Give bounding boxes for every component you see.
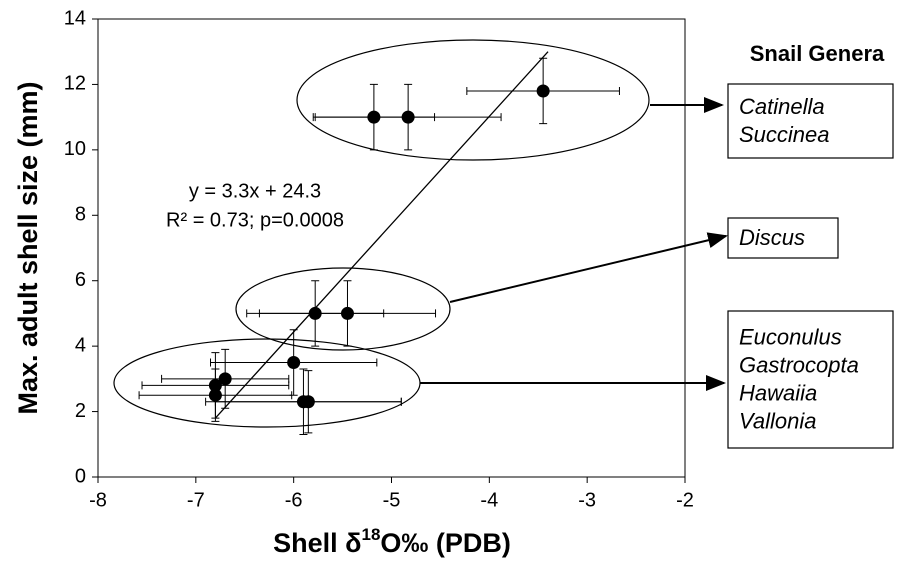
y-tick-label: 6 bbox=[75, 269, 86, 291]
point bbox=[287, 356, 301, 369]
y-tick-label: 2 bbox=[75, 400, 86, 422]
legend-title: Snail Genera bbox=[750, 41, 885, 66]
x-tick-label: -6 bbox=[285, 489, 303, 511]
trendline bbox=[214, 51, 549, 419]
y-tick-label: 4 bbox=[75, 334, 86, 356]
point bbox=[301, 395, 315, 409]
x-label-sup: 18 bbox=[361, 525, 380, 544]
x-tick-label: -4 bbox=[480, 489, 498, 511]
point bbox=[218, 372, 232, 386]
y-tick-label: 14 bbox=[64, 7, 86, 29]
x-tick-label: -5 bbox=[383, 489, 401, 511]
x-tick-label: -3 bbox=[578, 489, 596, 511]
annotations bbox=[113, 39, 894, 449]
x-axis-label: Shell δ18O‰ (PDB) bbox=[273, 525, 511, 558]
arrow bbox=[449, 232, 728, 303]
point bbox=[401, 110, 415, 124]
group-ellipse bbox=[296, 39, 650, 161]
equation: y = 3.3x + 24.3 bbox=[189, 180, 321, 202]
x-label-part: O‰ (PDB) bbox=[380, 528, 511, 558]
genus-label: Hawaiia bbox=[739, 380, 817, 405]
x-tick-label: -7 bbox=[187, 489, 205, 511]
x-tick-label: -2 bbox=[676, 489, 694, 511]
y-tick-label: 8 bbox=[75, 204, 86, 226]
group-box bbox=[727, 310, 894, 449]
point bbox=[340, 306, 354, 320]
x-tick-label: -8 bbox=[89, 489, 107, 511]
genus-label: Catinella bbox=[739, 94, 825, 119]
group-box bbox=[727, 83, 894, 159]
genus-label: Succinea bbox=[739, 122, 830, 147]
genus-label: Vallonia bbox=[739, 408, 816, 433]
group-ellipse bbox=[235, 267, 451, 351]
genus-label: Discus bbox=[739, 225, 805, 250]
point bbox=[536, 84, 550, 98]
y-axis-label: Max. adult shell size (mm) bbox=[13, 81, 43, 414]
y-tick-label: 10 bbox=[64, 138, 86, 160]
group-box bbox=[727, 217, 839, 259]
group-ellipse bbox=[113, 338, 421, 428]
point bbox=[208, 388, 222, 402]
genus-label: Euconulus bbox=[739, 324, 842, 349]
y-tick-label: 0 bbox=[75, 465, 86, 487]
genus-label: Gastrocopta bbox=[739, 352, 859, 377]
equation: R² = 0.73; p=0.0008 bbox=[166, 209, 344, 231]
x-label-part: Shell δ bbox=[273, 528, 361, 558]
y-tick-label: 12 bbox=[64, 73, 86, 95]
